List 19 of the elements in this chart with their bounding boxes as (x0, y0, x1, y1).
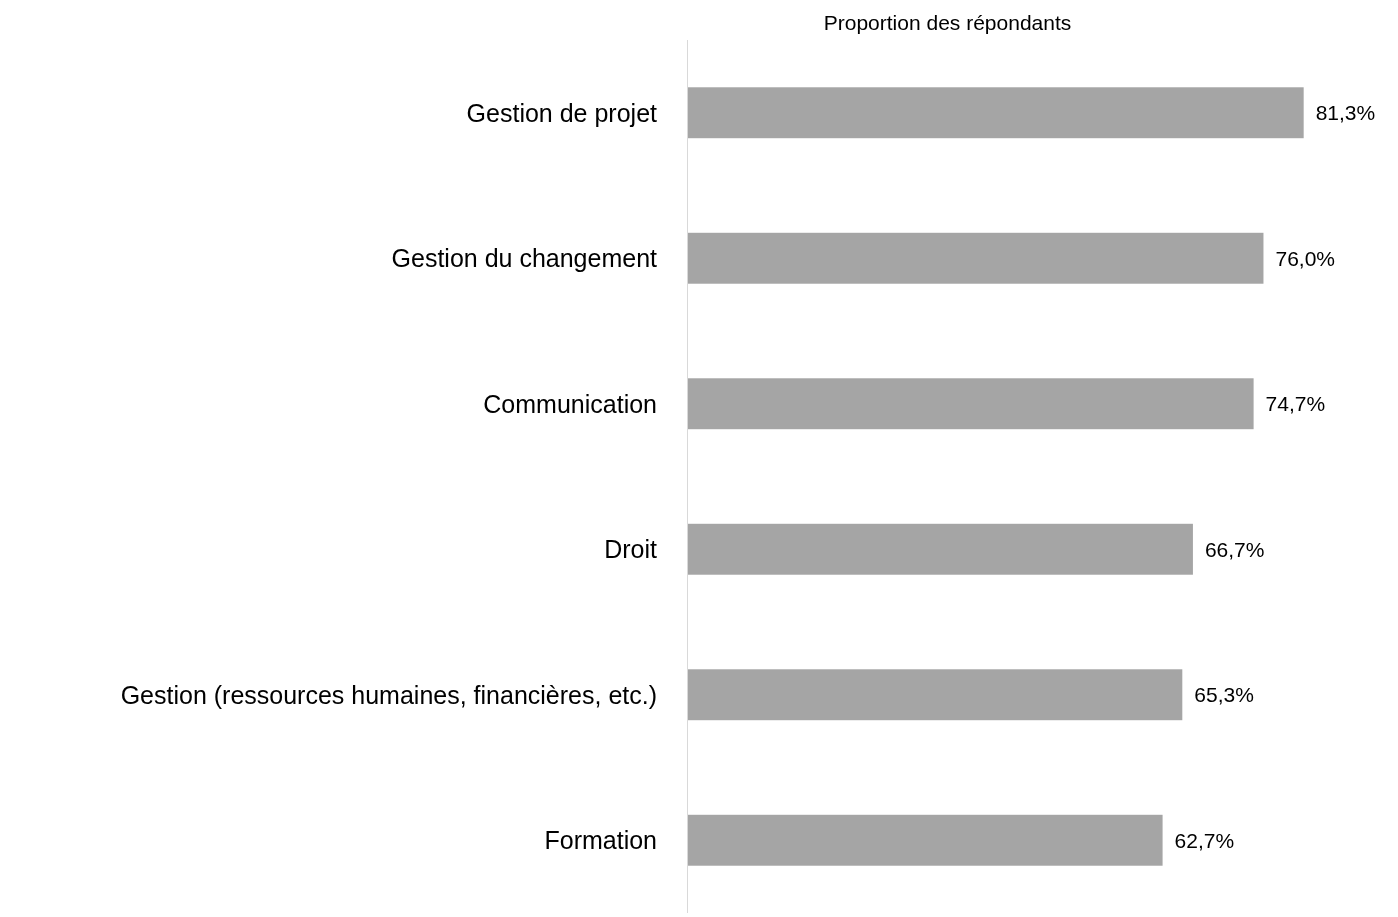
data-label: 74,7% (1265, 392, 1326, 416)
bar (687, 669, 1183, 721)
y-tick-label: Droit (604, 535, 658, 563)
bar (687, 232, 1264, 284)
data-label: 81,3% (1315, 101, 1376, 125)
bar (687, 814, 1163, 866)
y-tick-label: Communication (483, 389, 657, 418)
bar (687, 378, 1254, 430)
y-tick-label: Gestion de projet (466, 98, 658, 127)
chart-title: Proportion des répondants (823, 11, 1072, 34)
data-label: 62,7% (1174, 828, 1235, 852)
y-tick-label: Gestion (ressources humaines, financières, etc.) (120, 680, 657, 709)
bar (687, 87, 1304, 139)
y-tick-label: Formation (544, 826, 657, 854)
data-label: 76,0% (1275, 246, 1336, 270)
data-label: 66,7% (1204, 537, 1265, 561)
data-label: 65,3% (1194, 683, 1254, 707)
bar (687, 523, 1193, 575)
y-tick-label: Gestion du changement (391, 244, 658, 272)
